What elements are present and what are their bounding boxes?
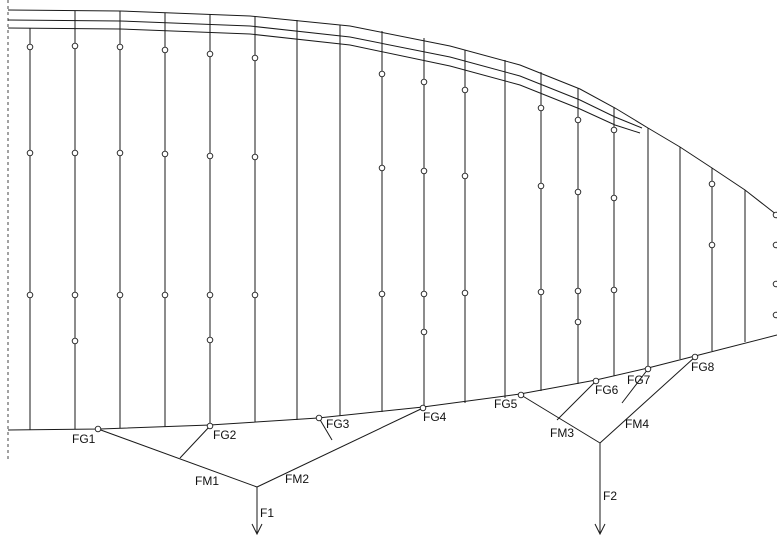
node-circle xyxy=(161,46,169,54)
node-circle xyxy=(461,86,469,94)
lift-point-fg1 xyxy=(94,425,102,433)
label-fg3: FG3 xyxy=(326,417,350,431)
node-circle xyxy=(610,126,618,134)
node-circle xyxy=(772,211,777,219)
label-fg4: FG4 xyxy=(423,410,447,424)
node-circle xyxy=(420,78,428,86)
lift-point-fg5 xyxy=(517,391,525,399)
vertical-frames xyxy=(29,11,746,430)
label-fm3: FM3 xyxy=(550,426,574,440)
sling-fg7-fm4 xyxy=(621,368,649,404)
node-circle xyxy=(161,150,169,158)
node-circle xyxy=(251,54,259,62)
node-circle xyxy=(574,287,582,295)
label-fm1: FM1 xyxy=(195,474,219,488)
lift-point-fg2 xyxy=(206,422,214,430)
node-circle xyxy=(206,336,214,344)
frame-nodes xyxy=(26,42,777,345)
lift-points xyxy=(94,353,699,433)
node-circle xyxy=(574,318,582,326)
node-circle xyxy=(537,182,545,190)
node-circle xyxy=(378,70,386,78)
node-circle xyxy=(116,291,124,299)
node-circle xyxy=(116,149,124,157)
label-f2: F2 xyxy=(603,489,617,503)
bottom-edge xyxy=(7,334,777,431)
label-fm2: FM2 xyxy=(285,472,309,486)
node-circle xyxy=(26,149,34,157)
label-fg7: FG7 xyxy=(627,373,651,387)
node-circle xyxy=(378,164,386,172)
sling-fg2-fm1 xyxy=(179,425,211,459)
node-circle xyxy=(537,288,545,296)
node-circle xyxy=(206,50,214,58)
node-circle xyxy=(610,286,618,294)
node-circle xyxy=(708,241,716,249)
sling-fg6-fm3 xyxy=(556,380,597,421)
node-circle xyxy=(71,42,79,50)
node-circle xyxy=(772,241,777,249)
sling-fg3-fm2 xyxy=(318,417,333,441)
node-circle xyxy=(420,167,428,175)
label-f1: F1 xyxy=(260,506,274,520)
node-circle xyxy=(206,152,214,160)
arrow-head-f1 xyxy=(251,523,263,536)
node-circle xyxy=(461,289,469,297)
node-circle xyxy=(461,172,469,180)
top-edge-middle xyxy=(7,19,643,129)
sling-fg1-fm1 xyxy=(97,428,258,488)
rigging-lines xyxy=(97,356,696,536)
sling-fg8-fm4 xyxy=(599,356,696,444)
node-circle xyxy=(26,291,34,299)
label-fg1: FG1 xyxy=(72,432,96,446)
node-circle xyxy=(161,291,169,299)
label-fm4: FM4 xyxy=(625,417,649,431)
lift-point-fg3 xyxy=(315,414,323,422)
top-edge-outer xyxy=(7,9,649,129)
node-circle xyxy=(708,180,716,188)
node-circle xyxy=(610,194,618,202)
node-circle xyxy=(251,153,259,161)
node-circle xyxy=(71,149,79,157)
lift-point-fg4 xyxy=(419,404,427,412)
node-circle xyxy=(574,188,582,196)
node-circle xyxy=(772,311,777,319)
sling-fg5-fm3 xyxy=(520,394,601,444)
label-fg8: FG8 xyxy=(691,360,715,374)
node-circle xyxy=(251,291,259,299)
node-circle xyxy=(574,116,582,124)
sling-fg4-fm2 xyxy=(256,407,424,488)
label-fg5: FG5 xyxy=(494,397,518,411)
lift-point-fg8 xyxy=(691,353,699,361)
node-circle xyxy=(420,328,428,336)
node-circle xyxy=(378,290,386,298)
node-circle xyxy=(772,280,777,288)
node-circle xyxy=(206,291,214,299)
node-circle xyxy=(116,43,124,51)
node-circle xyxy=(71,291,79,299)
node-circle xyxy=(26,43,34,51)
label-fg2: FG2 xyxy=(213,428,237,442)
node-circle xyxy=(420,290,428,298)
label-fg6: FG6 xyxy=(595,383,619,397)
top-edge-inner xyxy=(7,27,641,134)
lift-point-fg7 xyxy=(644,365,652,373)
node-circle xyxy=(71,337,79,345)
arrow-head-f2 xyxy=(594,523,606,536)
lift-point-fg6 xyxy=(592,377,600,385)
node-circle xyxy=(537,104,545,112)
